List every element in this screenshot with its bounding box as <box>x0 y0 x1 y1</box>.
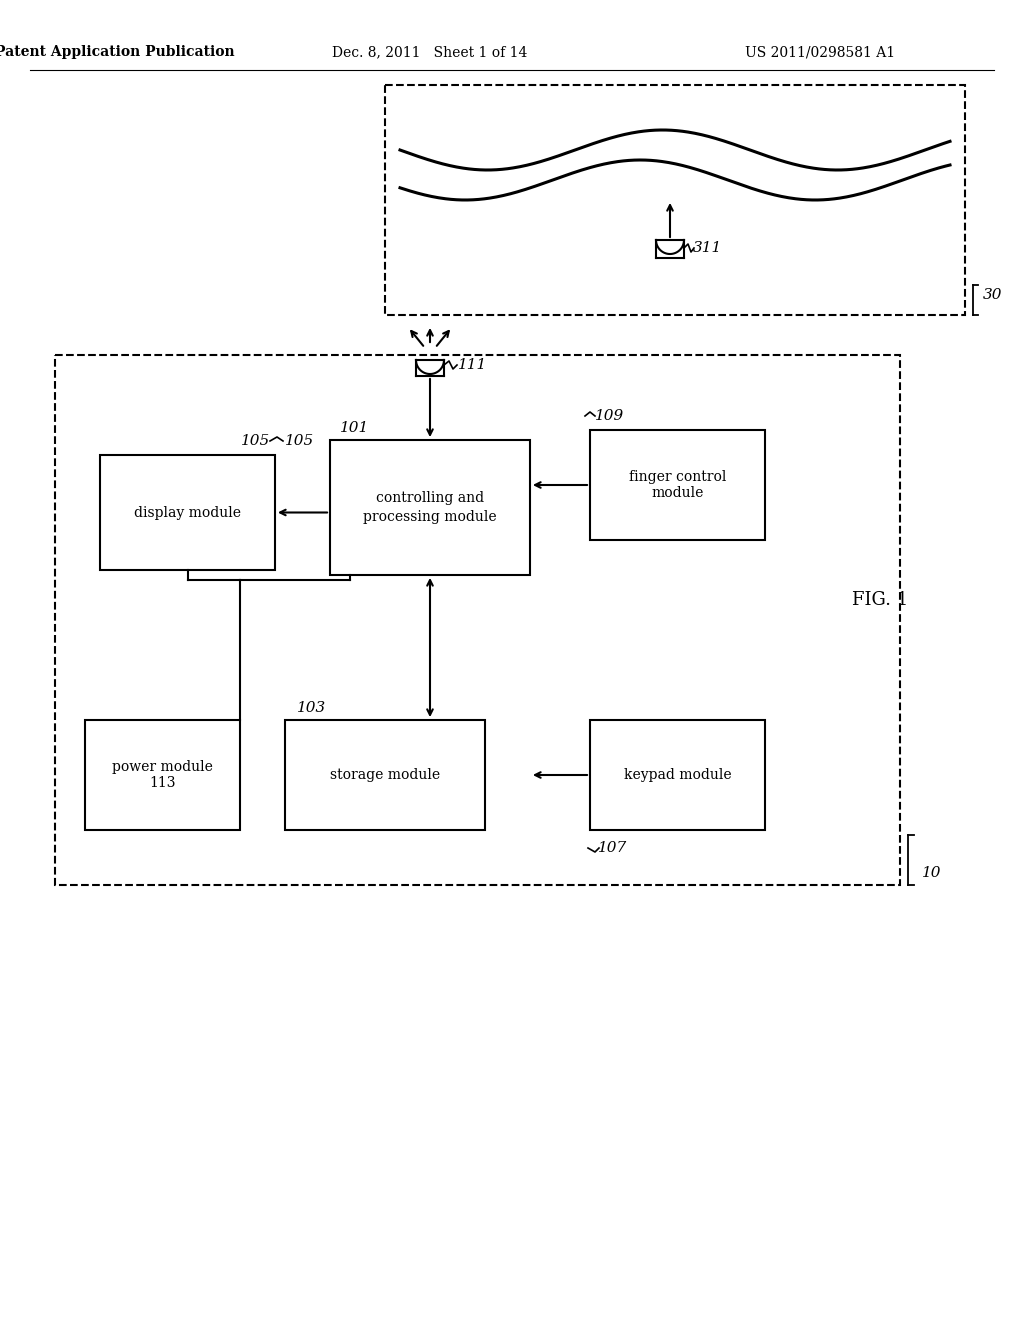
FancyBboxPatch shape <box>590 719 765 830</box>
Text: 30: 30 <box>983 288 1002 302</box>
FancyBboxPatch shape <box>85 719 240 830</box>
Text: 10: 10 <box>922 866 941 880</box>
Text: Dec. 8, 2011   Sheet 1 of 14: Dec. 8, 2011 Sheet 1 of 14 <box>333 45 527 59</box>
FancyBboxPatch shape <box>285 719 485 830</box>
Text: US 2011/0298581 A1: US 2011/0298581 A1 <box>744 45 895 59</box>
Text: keypad module: keypad module <box>624 768 731 781</box>
FancyBboxPatch shape <box>590 430 765 540</box>
FancyBboxPatch shape <box>100 455 275 570</box>
Text: 103: 103 <box>297 701 327 715</box>
Text: display module: display module <box>134 506 241 520</box>
Text: controlling and
processing module: controlling and processing module <box>364 491 497 524</box>
FancyBboxPatch shape <box>385 84 965 315</box>
Text: finger control
module: finger control module <box>629 470 726 500</box>
Text: 101: 101 <box>340 421 370 436</box>
Text: storage module: storage module <box>330 768 440 781</box>
Text: 111: 111 <box>458 358 487 372</box>
Text: power module
113: power module 113 <box>112 760 213 791</box>
Text: 107: 107 <box>598 841 628 855</box>
Text: 311: 311 <box>693 242 722 255</box>
FancyBboxPatch shape <box>330 440 530 576</box>
Text: 105: 105 <box>285 434 314 447</box>
FancyBboxPatch shape <box>55 355 900 884</box>
Text: 105: 105 <box>241 434 270 447</box>
Text: Patent Application Publication: Patent Application Publication <box>0 45 234 59</box>
Text: FIG. 1: FIG. 1 <box>852 591 908 609</box>
Text: 109: 109 <box>595 409 625 422</box>
